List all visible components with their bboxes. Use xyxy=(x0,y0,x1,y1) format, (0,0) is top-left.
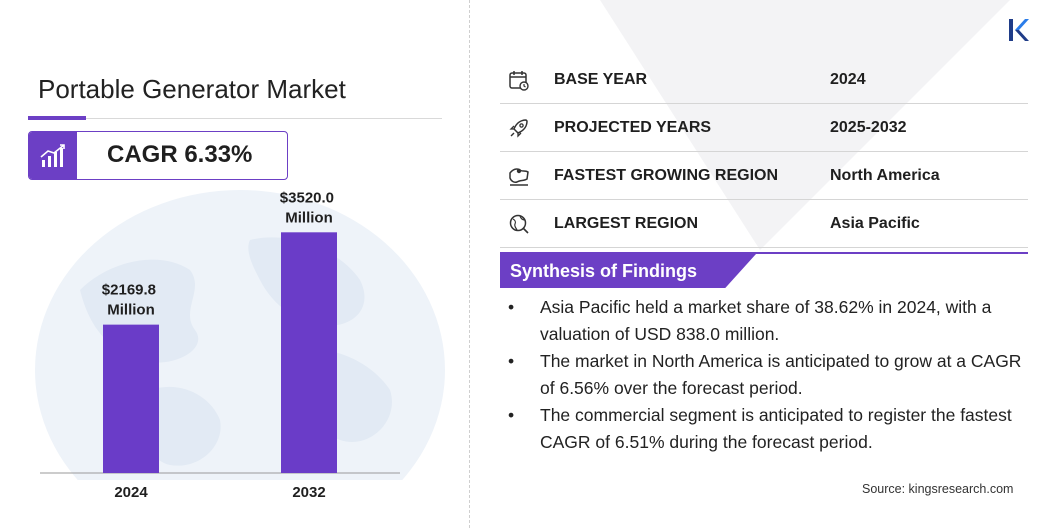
panel-divider xyxy=(469,0,470,528)
synthesis-header: Synthesis of Findings xyxy=(500,252,1028,288)
info-value: Asia Pacific xyxy=(830,215,920,232)
finding-text: The market in North America is anticipat… xyxy=(540,351,1022,398)
finding-item: • The market in North America is anticip… xyxy=(506,348,1026,402)
kings-research-logo-icon xyxy=(1009,19,1029,41)
info-row-base-year: BASE YEAR 2024 xyxy=(500,56,1028,104)
value-label-2032-amount: $3520.0 xyxy=(280,189,334,206)
page-title: Portable Generator Market xyxy=(38,74,346,104)
info-label: BASE YEAR xyxy=(554,71,648,88)
growth-chart-icon xyxy=(29,132,77,179)
x-tick-2024: 2024 xyxy=(114,484,148,501)
title-divider xyxy=(28,118,442,119)
value-label-2024-unit: Million xyxy=(107,302,155,319)
bar-2024 xyxy=(103,324,159,473)
value-label-2024-amount: $2169.8 xyxy=(102,282,156,299)
info-value: 2024 xyxy=(830,71,866,88)
region-map-icon xyxy=(509,168,529,186)
cagr-value: CAGR 6.33% xyxy=(107,141,253,168)
info-row-largest-region: LARGEST REGION Asia Pacific xyxy=(500,200,1028,248)
finding-text: The commercial segment is anticipated to… xyxy=(540,405,1012,452)
x-tick-2032: 2032 xyxy=(292,484,325,501)
value-label-2032-unit: Million xyxy=(285,209,333,226)
bar-value-label-2024: $2169.8 Million xyxy=(102,282,160,319)
market-info-table: BASE YEAR 2024 PROJECTED YEARS 2025-2032… xyxy=(500,56,1028,248)
finding-item: • Asia Pacific held a market share of 38… xyxy=(506,294,1026,348)
bar-value-label-2032: $3520.0 Million xyxy=(280,189,338,226)
info-row-projected-years: PROJECTED YEARS 2025-2032 xyxy=(500,104,1028,152)
info-label: PROJECTED YEARS xyxy=(554,119,712,136)
source-note: Source: kingsresearch.com xyxy=(862,482,1014,496)
rocket-icon xyxy=(509,119,528,138)
cagr-badge: CAGR 6.33% xyxy=(28,131,288,180)
synthesis-tab xyxy=(500,254,756,288)
findings-list: • Asia Pacific held a market share of 38… xyxy=(506,294,1026,456)
bullet: • xyxy=(508,405,515,425)
info-label: FASTEST GROWING REGION xyxy=(554,167,779,184)
synthesis-divider xyxy=(500,252,1028,254)
bullet: • xyxy=(508,351,515,371)
info-value: North America xyxy=(830,167,940,184)
bar-2032 xyxy=(281,232,337,473)
info-label: LARGEST REGION xyxy=(554,215,699,232)
bullet: • xyxy=(508,297,515,317)
finding-item: • The commercial segment is anticipated … xyxy=(506,402,1026,456)
calendar-icon xyxy=(509,71,529,91)
globe-icon xyxy=(509,214,529,234)
info-value: 2025-2032 xyxy=(830,119,907,136)
finding-text: Asia Pacific held a market share of 38.6… xyxy=(540,297,992,344)
title-accent-bar xyxy=(28,116,86,120)
info-row-fastest-growing-region: FASTEST GROWING REGION North America xyxy=(500,152,1028,200)
synthesis-title: Synthesis of Findings xyxy=(510,261,698,281)
chart-panel: Portable Generator Market CAGR 6.33% $21 xyxy=(0,0,470,528)
market-bar-chart: $2169.8 Million $3520.0 Million 2024 203… xyxy=(40,189,400,501)
